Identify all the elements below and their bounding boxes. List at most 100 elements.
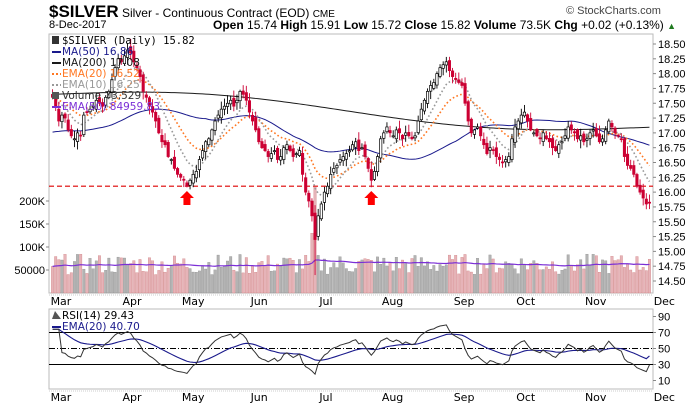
volume-bar <box>591 254 595 294</box>
volume-bar <box>485 268 489 294</box>
x-tick-label: Nov <box>585 295 607 308</box>
volume-bar <box>585 253 589 294</box>
candle-body <box>404 132 408 136</box>
candle-body <box>507 156 511 163</box>
x-tick-label: Aug <box>382 391 403 404</box>
volume-bar <box>185 267 189 294</box>
volume-bar <box>413 255 417 294</box>
rsi-legend-label: RSI(14) 29.43 <box>62 310 134 322</box>
candle-body <box>557 144 561 154</box>
volume-bar <box>360 259 364 294</box>
volume-bar <box>316 255 320 294</box>
candle-body <box>238 91 242 102</box>
volume-bar <box>173 255 176 294</box>
candle-body <box>419 108 423 121</box>
volume-bar <box>532 260 536 294</box>
candle-body <box>554 146 558 151</box>
candle-body <box>332 168 336 173</box>
volume-bar <box>341 262 345 294</box>
candle-body <box>416 120 420 133</box>
price-tick-label: 16.00 <box>658 187 686 199</box>
description: Silver - Continuous Contract (EOD) <box>121 6 310 20</box>
candle-body <box>269 153 273 159</box>
candle-body <box>519 114 523 124</box>
volume-tick-label: 200K <box>19 196 45 208</box>
volume-bar <box>85 273 89 294</box>
volume-bar <box>66 274 70 294</box>
volume-bar <box>238 254 242 294</box>
volume-bar <box>307 261 311 294</box>
rsi-legend-label: EMA(20) 40.70 <box>62 321 140 333</box>
candle-body <box>632 165 636 175</box>
rsi-tick-label: 90 <box>658 312 670 324</box>
candle-body <box>363 144 367 157</box>
volume-bar <box>338 256 342 294</box>
candle-body <box>351 144 355 151</box>
candle-body <box>560 141 564 144</box>
volume-bar <box>94 260 98 294</box>
candle-body <box>604 129 608 142</box>
volume-bar <box>335 267 339 294</box>
price-tick-label: 18.50 <box>658 39 686 51</box>
candle-body <box>85 111 89 113</box>
volume-bar <box>163 271 167 294</box>
candle-body <box>544 135 548 140</box>
volume-bar <box>588 264 592 294</box>
volume-bar <box>126 264 129 294</box>
volume-bar <box>244 257 248 294</box>
volume-bar <box>116 256 120 294</box>
volume-bar <box>348 271 351 294</box>
candle-body <box>469 118 473 134</box>
x-axis-main: Mar Apr May Jun Jul Aug Sep Oct Nov Dec <box>49 294 675 308</box>
chg-value: +0.02 (+0.13%) <box>581 18 664 32</box>
candle-body <box>407 132 411 137</box>
rsi-tick-label: 10 <box>658 376 670 388</box>
candle-body <box>144 94 148 98</box>
volume-bar <box>538 269 542 294</box>
candle-body <box>82 114 86 135</box>
chg-label: Chg <box>554 18 578 32</box>
volume-bar <box>135 272 139 294</box>
price-tick-label: 16.75 <box>658 143 686 155</box>
volume-bar <box>169 265 173 294</box>
candle-body <box>185 182 189 187</box>
price-tick-label: 16.50 <box>658 158 686 170</box>
volume-bar <box>254 272 258 294</box>
candle-body <box>97 97 101 104</box>
candle-body <box>122 55 126 64</box>
volume-bar <box>394 257 398 294</box>
rsi-tick-label: 70 <box>658 328 670 340</box>
low-label: Low <box>343 18 368 32</box>
candle-body <box>204 141 208 152</box>
candle-body <box>310 200 314 217</box>
volume-bar <box>432 265 436 294</box>
volume-tick-label: 50000 <box>14 265 45 277</box>
candle-body <box>163 140 167 146</box>
volume-bar <box>619 255 623 294</box>
candles <box>51 38 651 276</box>
volume-bar <box>91 268 95 294</box>
volume-bar <box>263 265 267 294</box>
candle-body <box>326 185 330 195</box>
volume-bar <box>79 254 83 294</box>
candle-body <box>344 153 348 160</box>
volume-bar <box>219 267 223 294</box>
volume-bar <box>182 258 186 294</box>
volume-bar <box>463 254 467 294</box>
price-tick-label: 17.50 <box>658 98 686 110</box>
volume-bar <box>569 265 573 294</box>
volume-bar <box>519 258 523 294</box>
candle-body <box>272 150 276 152</box>
volume-bar <box>210 274 214 294</box>
volume-bar <box>423 265 426 294</box>
rsi-axis: 90 70 50 30 10 <box>653 312 670 388</box>
volume-bar <box>473 274 476 294</box>
volume-bar <box>357 261 361 294</box>
volume-bar <box>604 260 608 294</box>
candle-body <box>266 151 270 157</box>
candle-body <box>551 138 555 149</box>
volume-bar <box>276 263 279 294</box>
volume-bar <box>82 268 86 294</box>
candle-body <box>201 150 205 159</box>
